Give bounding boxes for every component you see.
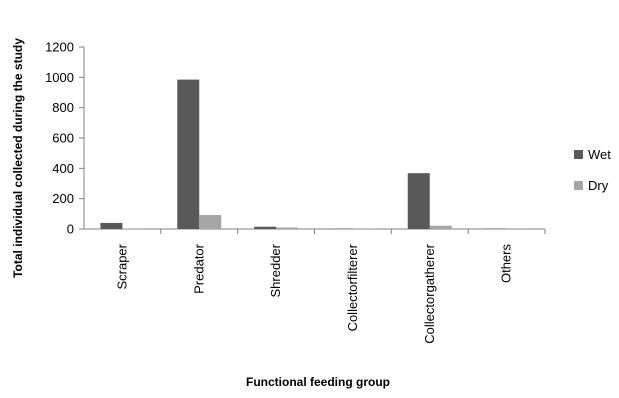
bars: [100, 79, 529, 229]
category-label: Collectorgatherer: [422, 243, 437, 343]
y-tick-label: 800: [52, 100, 74, 115]
category-label: Collectorfilterer: [345, 243, 360, 331]
bar-wet-predator: [177, 79, 200, 229]
category-label: Scraper: [114, 243, 129, 289]
y-tick-label: 0: [67, 222, 74, 237]
bar-dry-collectorgatherer: [429, 225, 452, 229]
category-label: Predator: [191, 243, 206, 294]
y-axis-title: Total individual collected during the st…: [11, 38, 25, 278]
legend-label-dry: Dry: [588, 178, 609, 193]
axes: [83, 47, 545, 230]
y-tick-label: 1200: [45, 40, 74, 55]
legend: Wet Dry: [574, 147, 611, 193]
category-label: Shredder: [268, 243, 283, 297]
category-label: Others: [499, 244, 514, 284]
bar-wet-collectorgatherer: [407, 173, 430, 229]
bar-dry-shredder: [276, 227, 299, 229]
y-tick-label: 400: [52, 161, 74, 176]
legend-swatch-wet: [574, 150, 583, 159]
y-ticks: 0 200 400 600 800 1000 1200: [45, 40, 84, 237]
category-labels: Scraper Predator Shredder Collectorfilterer…: [114, 229, 546, 344]
bar-dry-predator: [199, 215, 222, 229]
bar-wet-scraper: [100, 222, 123, 229]
x-axis-title: Functional feeding group: [246, 375, 390, 389]
bar-wet-shredder: [254, 226, 277, 229]
legend-swatch-dry: [574, 181, 583, 190]
y-tick-label: 200: [52, 191, 74, 206]
y-tick-label: 600: [52, 131, 74, 146]
legend-label-wet: Wet: [588, 147, 611, 162]
y-tick-label: 1000: [45, 70, 74, 85]
